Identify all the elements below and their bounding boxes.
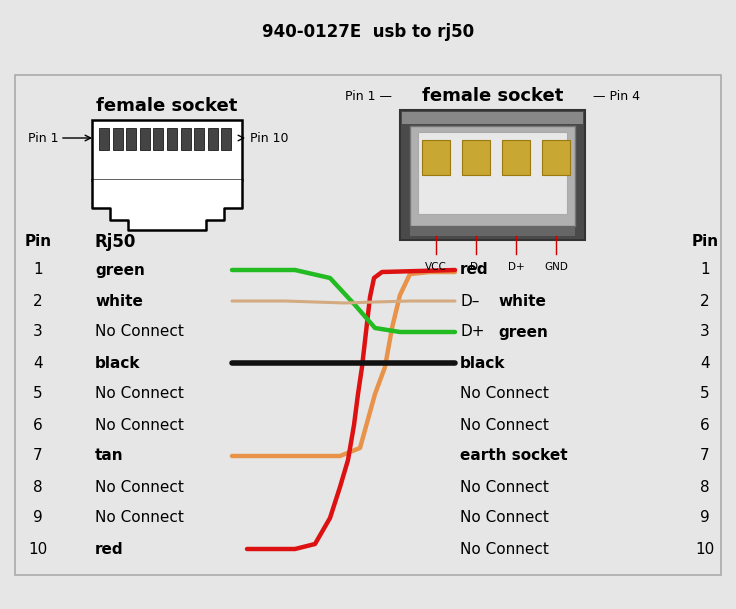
Text: No Connect: No Connect: [460, 387, 549, 401]
Text: Pin 1 —: Pin 1 —: [345, 90, 392, 102]
Text: 9: 9: [700, 510, 710, 526]
Text: 7: 7: [33, 448, 43, 463]
Text: No Connect: No Connect: [95, 387, 184, 401]
Text: No Connect: No Connect: [460, 479, 549, 495]
Bar: [153, 128, 163, 150]
Bar: [99, 128, 109, 150]
Text: 10: 10: [696, 541, 715, 557]
Text: 5: 5: [33, 387, 43, 401]
Text: red: red: [95, 541, 124, 557]
Text: green: green: [498, 325, 548, 339]
Text: red: red: [460, 262, 489, 278]
Text: female socket: female socket: [96, 97, 238, 115]
Bar: [180, 128, 191, 150]
Text: black: black: [460, 356, 506, 370]
Text: 2: 2: [33, 294, 43, 309]
Bar: [502, 140, 530, 175]
Bar: [208, 128, 218, 150]
Text: No Connect: No Connect: [95, 479, 184, 495]
Text: No Connect: No Connect: [460, 418, 549, 432]
Bar: [402, 112, 583, 124]
Bar: [542, 140, 570, 175]
Bar: [222, 128, 231, 150]
Text: 1: 1: [700, 262, 710, 278]
Text: D+: D+: [508, 262, 524, 272]
Text: white: white: [498, 294, 546, 309]
Bar: [400, 110, 585, 240]
Text: No Connect: No Connect: [460, 510, 549, 526]
Bar: [167, 128, 177, 150]
Text: 10: 10: [29, 541, 48, 557]
Bar: [92, 120, 242, 180]
Text: earth socket: earth socket: [460, 448, 567, 463]
Text: white: white: [95, 294, 143, 309]
Text: D-: D-: [470, 262, 482, 272]
Text: female socket: female socket: [422, 87, 563, 105]
Bar: [462, 140, 490, 175]
Text: No Connect: No Connect: [95, 418, 184, 432]
Bar: [126, 128, 136, 150]
Text: Rj50: Rj50: [95, 233, 136, 251]
Text: GND: GND: [544, 262, 568, 272]
Bar: [194, 128, 204, 150]
Bar: [140, 128, 150, 150]
Text: black: black: [95, 356, 141, 370]
Text: No Connect: No Connect: [95, 325, 184, 339]
Text: 5: 5: [700, 387, 710, 401]
Text: Pin 1: Pin 1: [27, 132, 58, 144]
Text: D+: D+: [460, 325, 484, 339]
Text: 8: 8: [33, 479, 43, 495]
Text: 6: 6: [33, 418, 43, 432]
Text: tan: tan: [95, 448, 124, 463]
Text: 6: 6: [700, 418, 710, 432]
Text: 940-0127E  usb to rj50: 940-0127E usb to rj50: [262, 23, 474, 41]
Text: Pin: Pin: [24, 234, 52, 250]
Bar: [113, 128, 123, 150]
Text: No Connect: No Connect: [95, 510, 184, 526]
Text: 3: 3: [700, 325, 710, 339]
Text: 9: 9: [33, 510, 43, 526]
Bar: [422, 140, 450, 175]
Text: 4: 4: [700, 356, 710, 370]
Bar: [418, 132, 567, 214]
Text: 2: 2: [700, 294, 710, 309]
Polygon shape: [92, 180, 242, 230]
Bar: [410, 226, 575, 236]
Text: 4: 4: [33, 356, 43, 370]
Text: Pin: Pin: [691, 234, 718, 250]
Bar: [15, 75, 721, 575]
Text: D–: D–: [460, 294, 479, 309]
Text: VCC: VCC: [425, 262, 447, 272]
Text: 1: 1: [33, 262, 43, 278]
Text: 7: 7: [700, 448, 710, 463]
Text: — Pin 4: — Pin 4: [593, 90, 640, 102]
Text: No Connect: No Connect: [460, 541, 549, 557]
Text: green: green: [95, 262, 145, 278]
Text: 8: 8: [700, 479, 710, 495]
Bar: [410, 126, 575, 226]
Text: Pin 10: Pin 10: [250, 132, 289, 144]
Text: 3: 3: [33, 325, 43, 339]
